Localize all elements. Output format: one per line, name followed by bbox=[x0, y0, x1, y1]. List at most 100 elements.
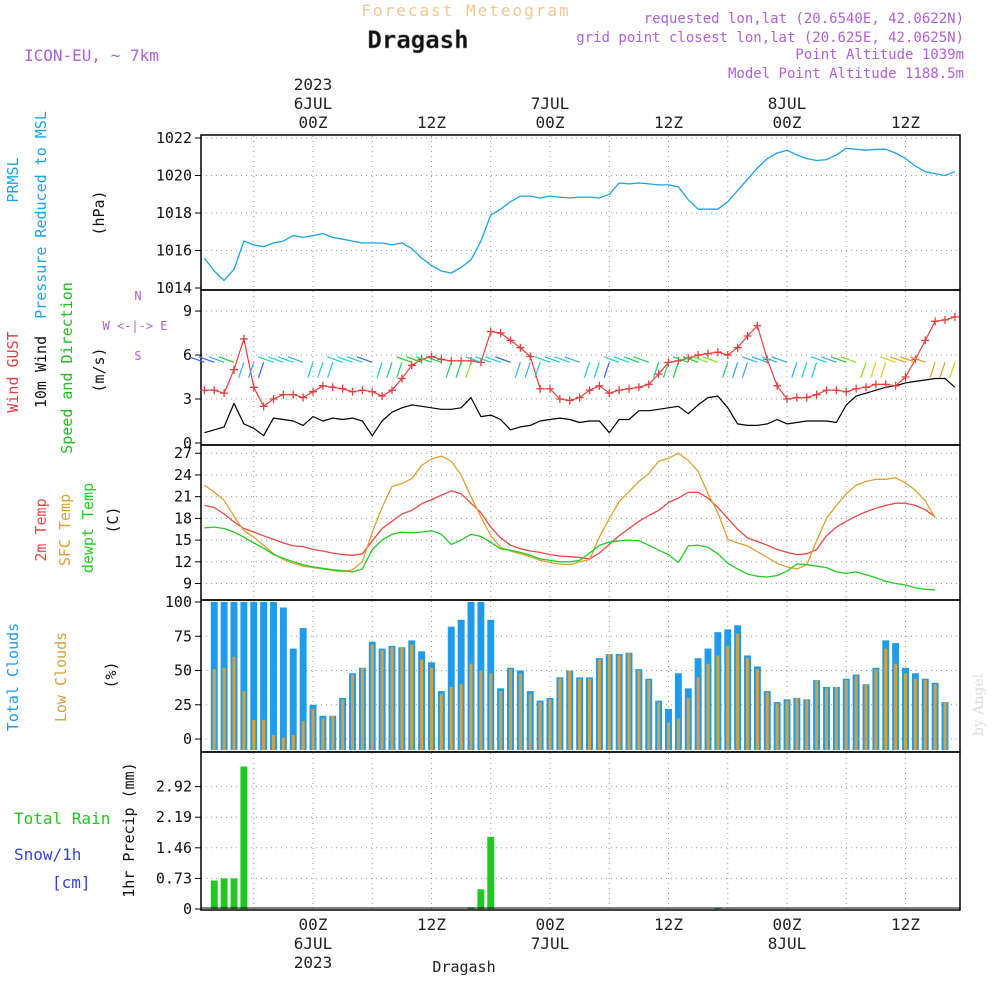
low-cloud-bar bbox=[508, 669, 513, 750]
wind-direction-arrow bbox=[840, 356, 857, 363]
low-cloud-bar bbox=[538, 702, 542, 750]
wind-direction-arrow bbox=[860, 362, 867, 378]
low-cloud-bar bbox=[301, 721, 305, 750]
wind-direction-arrow bbox=[376, 362, 383, 378]
pressure-ylabel-msl: Pressure Reduced to MSL bbox=[32, 111, 50, 319]
top-time-label: 12Z bbox=[654, 113, 683, 132]
gust-marker bbox=[309, 387, 317, 396]
gust-marker bbox=[792, 393, 801, 402]
low-cloud-bar bbox=[439, 693, 443, 750]
gust-marker bbox=[259, 402, 268, 411]
wind-direction-arrow bbox=[672, 356, 689, 363]
top-time-label: 8JUL bbox=[768, 94, 807, 113]
wind-direction-arrow bbox=[830, 356, 847, 363]
gust-marker bbox=[328, 383, 337, 392]
pressure-ytick-label: 1014 bbox=[156, 279, 192, 297]
total-cloud-bar bbox=[299, 628, 307, 750]
low-cloud-bar bbox=[666, 722, 671, 750]
wind-direction-arrow bbox=[425, 356, 442, 363]
model-point-altitude: Model Point Altitude 1188.5m bbox=[728, 66, 964, 82]
low-cloud-bar bbox=[607, 654, 611, 750]
gust-marker bbox=[881, 380, 890, 389]
pressure-ytick-label: 1016 bbox=[156, 242, 192, 260]
low-cloud-bar bbox=[864, 684, 868, 750]
low-cloud-bar bbox=[568, 670, 572, 750]
wind-direction-arrow bbox=[583, 362, 591, 378]
wind-direction-arrow bbox=[702, 356, 719, 363]
gust-marker bbox=[644, 380, 653, 389]
gust-marker bbox=[862, 383, 870, 392]
low-cloud-bar bbox=[637, 670, 641, 750]
low-cloud-bar bbox=[558, 678, 562, 750]
wind-direction-arrow bbox=[198, 356, 215, 363]
low-cloud-bar bbox=[765, 692, 769, 750]
gust-marker bbox=[249, 383, 258, 392]
wind-direction-arrow bbox=[603, 362, 610, 378]
temperature-series-line bbox=[204, 490, 936, 560]
rain-bar bbox=[220, 878, 228, 909]
gust-marker bbox=[585, 386, 594, 395]
wind-direction-arrow bbox=[208, 356, 225, 363]
gust-marker bbox=[842, 387, 851, 396]
gust-marker bbox=[852, 384, 861, 393]
gust-marker bbox=[368, 387, 377, 396]
low-cloud-bar bbox=[331, 715, 335, 750]
wind-direction-arrow bbox=[386, 362, 393, 378]
wind-direction-arrow bbox=[514, 362, 521, 378]
precip-ytick-label: 2.19 bbox=[156, 808, 192, 826]
gust-marker bbox=[279, 390, 288, 399]
gust-marker bbox=[358, 386, 367, 395]
low-cloud-bar bbox=[262, 719, 266, 750]
wind-direction-arrow bbox=[613, 356, 630, 363]
wind-speed-direction-label: Speed and Direction bbox=[58, 282, 76, 454]
low-cloud-bar bbox=[884, 648, 888, 750]
wind-direction-arrow bbox=[652, 362, 660, 378]
low-cloud-bar bbox=[390, 647, 394, 750]
pressure-ytick-label: 1018 bbox=[156, 204, 192, 222]
precip-ytick-label: 0.73 bbox=[156, 869, 192, 887]
wind-direction-arrow bbox=[455, 362, 462, 378]
wind-direction-arrow bbox=[248, 362, 255, 378]
low-cloud-bar bbox=[657, 702, 661, 750]
bottom-time-label: 12Z bbox=[654, 915, 683, 934]
low-cloud-bar bbox=[913, 678, 917, 750]
compass-west-east: W <-|-> E bbox=[102, 319, 167, 333]
total-rain-label: Total Rain bbox=[14, 809, 110, 828]
gust-marker bbox=[822, 386, 831, 395]
temperature-ytick-label: 9 bbox=[183, 575, 192, 593]
temperature-ytick-label: 27 bbox=[174, 444, 192, 462]
low-cloud-bar bbox=[686, 697, 690, 750]
model-label: ICON-EU, ~ 7km bbox=[24, 46, 159, 65]
wind-direction-arrow bbox=[465, 362, 472, 378]
temperature-ytick-label: 18 bbox=[174, 509, 192, 527]
point-altitude: Point Altitude 1039m bbox=[795, 47, 964, 63]
gust-marker bbox=[486, 327, 495, 336]
gust-marker bbox=[871, 380, 880, 389]
total-clouds-label: Total Clouds bbox=[4, 623, 22, 731]
total-cloud-bar bbox=[260, 602, 268, 750]
compass-south: S bbox=[134, 349, 141, 363]
compass-north: N bbox=[134, 289, 141, 303]
low-cloud-bar bbox=[834, 686, 838, 750]
gust-marker bbox=[802, 393, 811, 402]
precip-ytick-label: 0 bbox=[183, 900, 192, 918]
gust-marker bbox=[605, 389, 614, 398]
total-cloud-bar bbox=[240, 602, 248, 750]
temperature-panel: 9 12 15 18 21 24 27 2m Temp SFC Temp dewpt Temp (C… bbox=[32, 444, 961, 601]
rain-bar bbox=[487, 836, 495, 909]
low-cloud-bar bbox=[321, 718, 325, 750]
wind-direction-arrow bbox=[751, 356, 768, 363]
bottom-time-label: 8JUL bbox=[768, 934, 807, 953]
wind-direction-arrow bbox=[287, 356, 304, 363]
low-cloud-bar bbox=[726, 645, 730, 750]
wind-direction-arrow bbox=[524, 362, 531, 378]
gust-marker bbox=[338, 384, 347, 393]
temp-sfc-label: SFC Temp bbox=[56, 494, 74, 566]
gridpoint-coordinates: grid point closest lon,lat (20.625E, 42.… bbox=[576, 30, 964, 46]
low-cloud-bar bbox=[370, 644, 374, 750]
gust-marker bbox=[901, 373, 910, 382]
low-cloud-bar bbox=[854, 676, 858, 750]
